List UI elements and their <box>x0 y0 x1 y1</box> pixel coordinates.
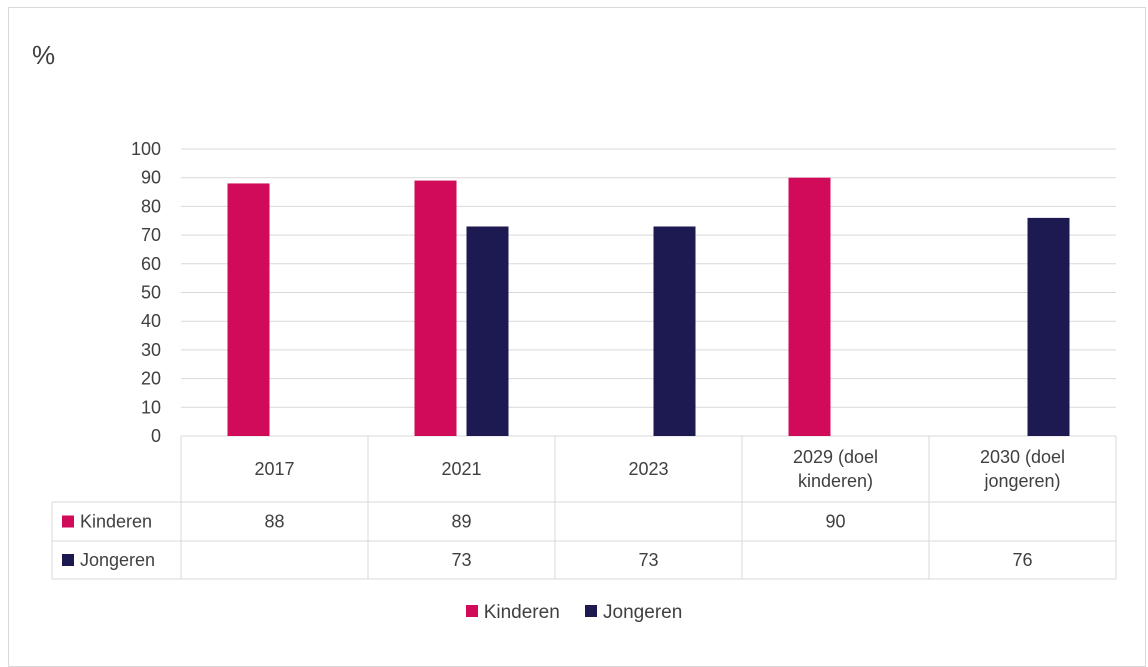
bar-kinderen-3 <box>788 177 831 436</box>
category-label-0-0: 2017 <box>254 459 294 479</box>
bar-chart: 0 10 20 30 40 50 60 70 80 90 100 2017 2021 2023 2029 (… <box>51 139 1117 580</box>
table-row-label-jongeren: Jongeren <box>80 550 155 570</box>
legend-item-kinderen: Kinderen <box>465 602 560 624</box>
category-label-3-1: kinderen) <box>798 471 873 491</box>
legend-item-jongeren: Jongeren <box>585 602 682 624</box>
data-label-jongeren-2: 73 <box>638 550 658 570</box>
legend: Kinderen Jongeren <box>0 602 1148 624</box>
y-tick-label-50: 50 <box>141 283 161 303</box>
data-label-jongeren-4: 76 <box>1012 550 1032 570</box>
y-tick-label-0: 0 <box>151 426 161 446</box>
y-tick-label-40: 40 <box>141 311 161 331</box>
category-label-4-0: 2030 (doel <box>980 447 1065 467</box>
data-label-kinderen-3: 90 <box>825 512 845 532</box>
category-label-1-0: 2021 <box>441 459 481 479</box>
legend-label-jongeren: Jongeren <box>603 602 683 623</box>
bar-jongeren-4 <box>1027 217 1070 436</box>
table-key-swatch-kinderen <box>62 515 74 528</box>
y-tick-label-100: 100 <box>131 139 161 159</box>
legend-swatch-kinderen <box>465 605 478 617</box>
category-label-2-0: 2023 <box>628 459 668 479</box>
bar-kinderen-0 <box>227 183 270 436</box>
data-label-jongeren-1: 73 <box>451 550 471 570</box>
y-tick-label-60: 60 <box>141 254 161 274</box>
category-label-4-1: jongeren) <box>983 471 1060 491</box>
y-tick-label-10: 10 <box>141 397 161 417</box>
data-label-kinderen-1: 89 <box>451 512 471 532</box>
y-axis-unit-label: % <box>32 40 56 70</box>
legend-swatch-jongeren <box>585 605 598 617</box>
table-key-swatch-jongeren <box>62 554 74 566</box>
data-label-kinderen-0: 88 <box>264 512 284 532</box>
category-label-3-0: 2029 (doel <box>793 447 878 467</box>
table-row-label-kinderen: Kinderen <box>80 512 152 532</box>
bar-jongeren-1 <box>466 226 509 436</box>
legend-label-kinderen: Kinderen <box>483 602 560 623</box>
y-tick-label-70: 70 <box>141 225 161 245</box>
y-tick-label-30: 30 <box>141 340 161 360</box>
bar-kinderen-1 <box>414 180 457 436</box>
bar-jongeren-2 <box>653 226 696 436</box>
y-tick-label-20: 20 <box>141 369 161 389</box>
y-tick-label-90: 90 <box>141 168 161 188</box>
y-tick-label-80: 80 <box>141 196 161 216</box>
